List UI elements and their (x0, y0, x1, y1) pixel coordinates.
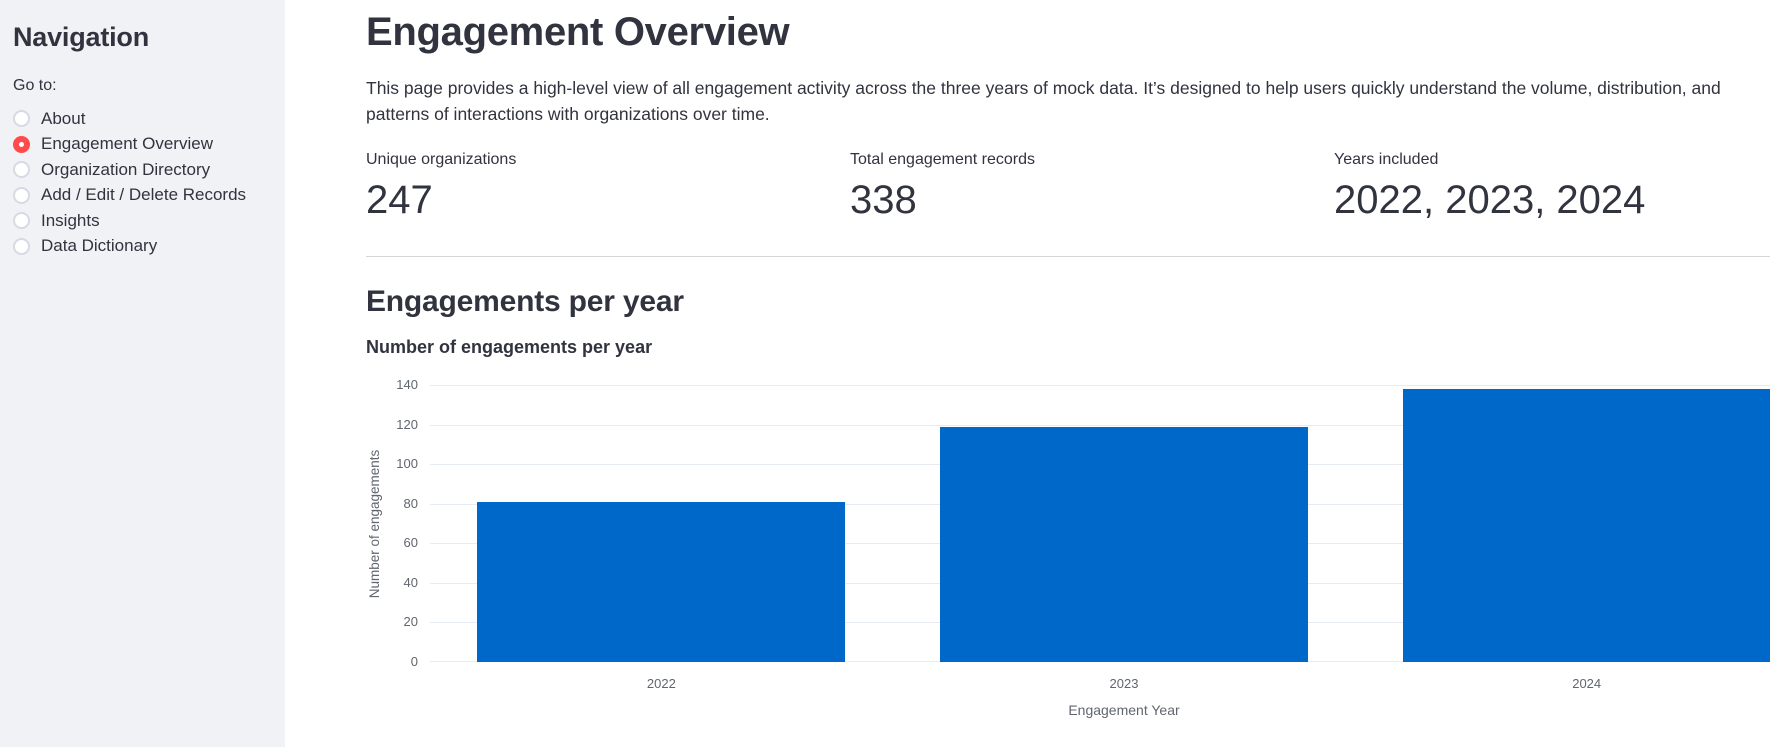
radio-icon (13, 237, 30, 255)
radio-icon (13, 186, 30, 204)
metric-value: 338 (850, 178, 917, 222)
x-tick-label-2024: 2024 (1572, 676, 1602, 691)
gridline-120 (430, 424, 1770, 426)
divider (366, 256, 1770, 257)
sidebar-title: Navigation (13, 22, 150, 52)
nav-option-label: About (41, 108, 86, 128)
section-title: Engagements per year (366, 285, 684, 318)
metric-label: Total engagement records (850, 151, 1035, 168)
metric-years-included: Years included 2022, 2023, 2024 (1334, 151, 1770, 222)
y-tick-label-40: 40 (403, 574, 418, 590)
bars-layer (430, 385, 1770, 662)
main-content: Engagement Overview This page provides a… (285, 0, 1770, 747)
metric-value: 247 (366, 178, 433, 222)
y-tick-label-120: 120 (396, 416, 418, 432)
radio-icon (13, 110, 30, 128)
metric-unique-organizations: Unique organizations 247 (366, 151, 850, 222)
metric-total-engagement-records: Total engagement records 338 (850, 151, 1334, 222)
page-title: Engagement Overview (366, 10, 790, 54)
nav-option-label: Data Dictionary (41, 236, 158, 256)
y-tick-label-60: 60 (403, 535, 418, 551)
x-tick-label-2022: 2022 (646, 676, 676, 691)
radio-icon (13, 212, 30, 230)
nav-group-label: Go to: (13, 77, 57, 94)
nav-radio-organization-directory[interactable]: Organization Directory (13, 157, 269, 183)
bar-chart: Number of engagements 0 20 40 60 80 100 120 140… (366, 377, 1770, 718)
sidebar: Navigation Go to: About Engagement Overvi… (0, 0, 285, 747)
metric-label: Years included (1334, 151, 1439, 168)
bar-2022 (477, 501, 846, 662)
nav-radio-add-edit-delete-records[interactable]: Add / Edit / Delete Records (13, 183, 269, 209)
y-tick-label-80: 80 (403, 495, 418, 511)
metric-value: 2022, 2023, 2024 (1334, 178, 1646, 222)
nav-option-label: Organization Directory (41, 159, 211, 179)
radio-selected-icon (13, 135, 30, 153)
x-axis-tick-labels: 2022 2023 2024 (430, 676, 1770, 691)
y-tick-label-100: 100 (396, 456, 418, 472)
page-description: This page provides a high-level view of … (366, 78, 1721, 124)
bar-slot-2023 (893, 385, 1356, 662)
metric-label: Unique organizations (366, 151, 517, 168)
nav-radio-about[interactable]: About (13, 106, 269, 132)
bar-slot-2024 (1355, 385, 1770, 662)
y-axis: Number of engagements 0 20 40 60 80 100 120 140 (366, 377, 430, 669)
y-tick-label-0: 0 (410, 654, 418, 669)
bar-slot-2022 (430, 385, 893, 662)
x-axis-title: Engagement Year (1068, 702, 1180, 718)
chart-body: Number of engagements 0 20 40 60 80 100 120 140 (366, 377, 1770, 669)
y-axis-title: Number of engagements (367, 449, 382, 598)
nav-radio-insights[interactable]: Insights (13, 208, 269, 234)
nav-radio-engagement-overview[interactable]: Engagement Overview (13, 132, 269, 158)
x-tick-label-2023: 2023 (1109, 676, 1139, 691)
gridline-140 (430, 385, 1770, 386)
nav-radio-group: About Engagement Overview Organization Dir… (13, 106, 269, 259)
y-tick-label-140: 140 (396, 377, 418, 392)
metrics-row: Unique organizations 247 Total engagemen… (366, 151, 1770, 222)
chart-title: Number of engagements per year (366, 337, 653, 357)
nav-option-label: Insights (41, 210, 100, 230)
y-tick-label-20: 20 (403, 614, 418, 630)
nav-option-label: Engagement Overview (41, 134, 213, 154)
plot-area (430, 385, 1770, 662)
nav-radio-data-dictionary[interactable]: Data Dictionary (13, 234, 269, 260)
bar-2024 (1402, 388, 1770, 662)
nav-option-label: Add / Edit / Delete Records (41, 185, 247, 205)
bar-2023 (940, 426, 1308, 662)
radio-icon (13, 161, 30, 179)
